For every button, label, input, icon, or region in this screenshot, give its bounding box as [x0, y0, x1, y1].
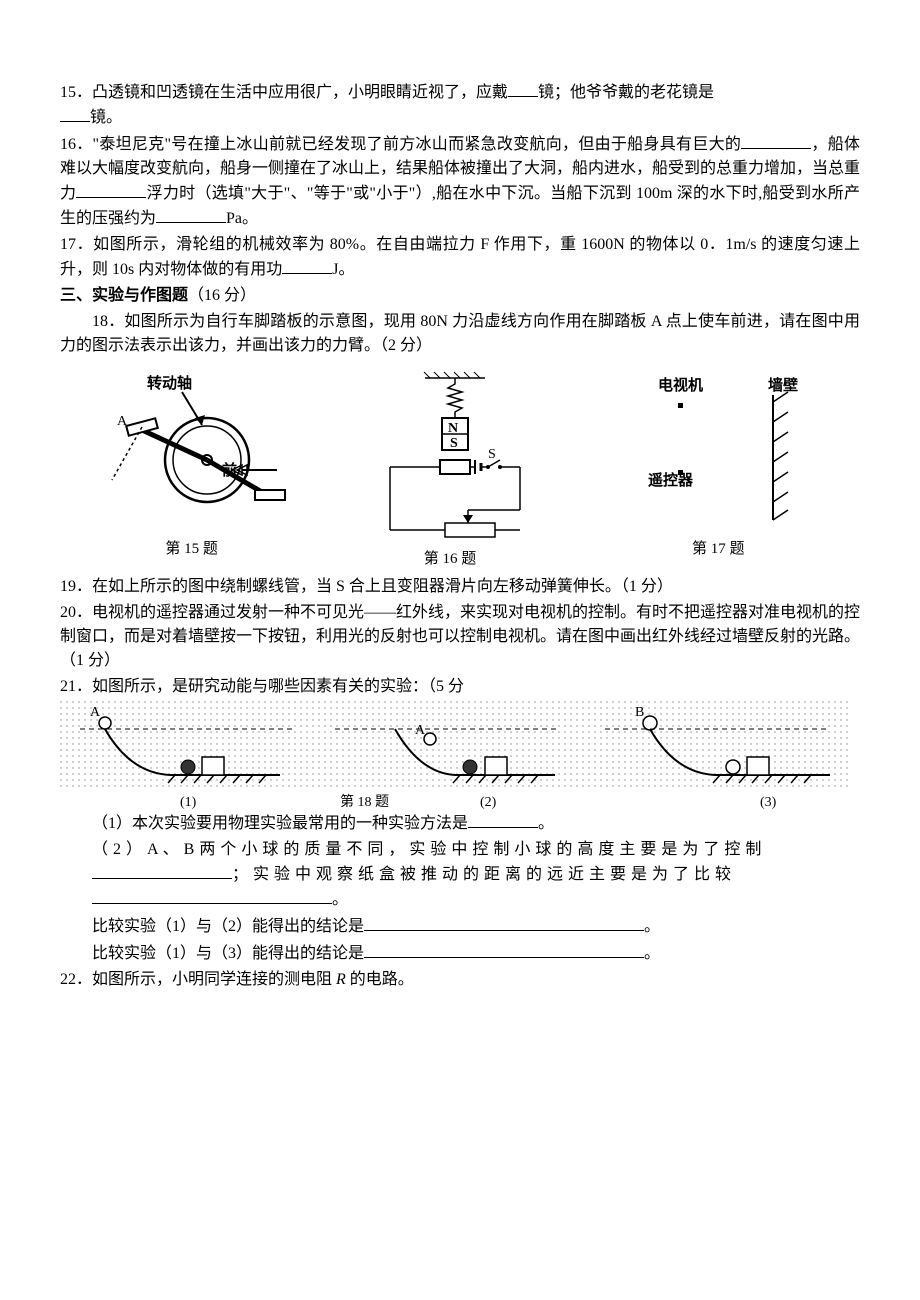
q20-text: 20．电视机的遥控器通过发射一种不可见光——红外线，来实现对电视机的控制。有时不…: [60, 604, 860, 669]
q21-p2c: 。: [332, 891, 349, 908]
q16: 16．"泰坦尼克"号在撞上冰山前就已经发现了前方冰山而紧急改变航向，但由于船身具…: [60, 132, 860, 231]
q17-text-a: 17．如图所示，滑轮组的机械效率为 80%。在自由端拉力 F 作用下，重 160…: [60, 236, 860, 278]
q21-p3-blank[interactable]: [364, 914, 644, 931]
q21-subs: （1）本次实验要用物理实验最常用的一种实验方法是。 （ 2 ） A 、 B 两 …: [60, 811, 860, 966]
q19-text: 19．在如上所示的图中绕制螺线管，当 S 合上且变阻器滑片向左移动弹簧伸长。（1…: [60, 578, 673, 595]
q21-p2-blank2[interactable]: [92, 887, 332, 904]
q21-p3-end: 。: [644, 918, 660, 935]
remote-label: 遥控器: [648, 471, 694, 489]
figures-row-1: 转动轴 A 前 第 15 题: [60, 370, 860, 571]
q17: 17．如图所示，滑轮组的机械效率为 80%。在自由端拉力 F 作用下，重 160…: [60, 233, 860, 282]
ramp-figures: A (1) A: [60, 701, 860, 811]
q21-intro: 21．如图所示，是研究动能与哪些因素有关的实验：（5 分: [60, 675, 860, 699]
q21-p3: 比较实验（1）与（2）能得出的结论是 。: [92, 914, 860, 939]
q15-blank-2[interactable]: [60, 105, 90, 122]
q22: 22．如图所示，小明同学连接的测电阻 R 的电路。: [60, 968, 860, 992]
q15-text-a: 15．凸透镜和凹透镜在生活中应用很广，小明眼睛近视了，应戴: [60, 84, 508, 101]
ramp1-A: A: [90, 705, 101, 720]
cap-17: 第 17 题: [692, 538, 745, 561]
q20: 20．电视机的遥控器通过发射一种不可见光——红外线，来实现对电视机的控制。有时不…: [60, 601, 860, 673]
section-3-title: 三、实验与作图题: [60, 287, 188, 304]
q21-p2-blank1[interactable]: [92, 862, 232, 879]
q17-blank-1[interactable]: [282, 257, 332, 274]
fig-tv: 电视机 墙壁 遥控器 第 17 题: [603, 370, 833, 561]
q16-text-d: Pa。: [226, 210, 258, 227]
section-3-points: （16 分）: [188, 287, 256, 304]
q21-p1-end: 。: [538, 815, 554, 832]
q21-p1-blank[interactable]: [468, 811, 538, 828]
q19: 19．在如上所示的图中绕制螺线管，当 S 合上且变阻器滑片向左移动弹簧伸长。（1…: [60, 575, 860, 599]
pedal-axis-label: 转动轴: [147, 374, 192, 392]
pedal-A-label: A: [117, 414, 128, 429]
pedal-svg: 转动轴 A 前: [87, 370, 297, 530]
cap-16: 第 16 题: [424, 548, 477, 571]
q15-text-b: 镜；他爷爷戴的老花镜是: [538, 84, 714, 101]
fig-pedal: 转动轴 A 前 第 15 题: [87, 370, 297, 561]
switch-S-label: S: [488, 447, 496, 462]
q21-p1: （1）本次实验要用物理实验最常用的一种实验方法是 。: [92, 811, 860, 836]
tv-svg: 电视机 墙壁 遥控器: [603, 370, 833, 530]
ramp1-cap: (1): [180, 795, 197, 810]
fig-circuit: N S S 第 16: [350, 370, 550, 571]
pedal-front-label: 前: [222, 461, 237, 479]
q21-intro-text: 21．如图所示，是研究动能与哪些因素有关的实验：（5 分: [60, 678, 464, 695]
ramp2-cap: (2): [480, 795, 497, 810]
ramp-svg: A (1) A: [60, 701, 850, 811]
q15-blank-1[interactable]: [508, 80, 538, 97]
cap-18: 第 18 题: [340, 793, 389, 810]
q21-p3-text: 比较实验（1）与（2）能得出的结论是: [92, 918, 364, 935]
tv-label: 电视机: [658, 376, 703, 394]
q22-text-b: 的电路。: [346, 971, 414, 988]
wall-label: 墙壁: [768, 376, 798, 394]
q16-text-a: 16．"泰坦尼克"号在撞上冰山前就已经发现了前方冰山而紧急改变航向，但由于船身具…: [60, 136, 741, 153]
q22-R: R: [336, 971, 346, 988]
q18: 18．如图所示为自行车脚踏板的示意图，现用 80N 力沿虚线方向作用在脚踏板 A…: [60, 310, 860, 358]
q15-text-c: 镜。: [90, 109, 122, 126]
section-3-header: 三、实验与作图题（16 分）: [60, 284, 860, 308]
q21-p4-text: 比较实验（1）与（3）能得出的结论是: [92, 945, 364, 962]
circuit-svg: N S S: [350, 370, 550, 540]
q16-blank-3[interactable]: [156, 206, 226, 223]
magnet-S: S: [450, 436, 458, 451]
q15: 15．凸透镜和凹透镜在生活中应用很广，小明眼睛近视了，应戴 镜；他爷爷戴的老花镜是…: [60, 80, 860, 130]
q21-p2a: （ 2 ） A 、 B 两 个 小 球 的 质 量 不 同 ， 实 验 中 控 …: [92, 841, 762, 858]
q21-p2b: ； 实 验 中 观 察 纸 盒 被 推 动 的 距 离 的 远 近 主 要 是 …: [232, 866, 732, 883]
q17-text-b: J。: [332, 261, 354, 278]
ramp3-cap: (3): [760, 795, 777, 810]
q16-blank-2[interactable]: [76, 181, 146, 198]
cap-15: 第 15 题: [165, 538, 218, 561]
ramp3-B: B: [635, 705, 644, 720]
q21-p1-text: （1）本次实验要用物理实验最常用的一种实验方法是: [92, 815, 468, 832]
q21-p2: （ 2 ） A 、 B 两 个 小 球 的 质 量 不 同 ， 实 验 中 控 …: [92, 838, 860, 912]
q21-p4-end: 。: [644, 945, 660, 962]
magnet-N: N: [448, 421, 458, 436]
q16-blank-1[interactable]: [741, 132, 811, 149]
q22-text-a: 22．如图所示，小明同学连接的测电阻: [60, 971, 336, 988]
q21-p4-blank[interactable]: [364, 941, 644, 958]
q21-p4: 比较实验（1）与（3）能得出的结论是 。: [92, 941, 860, 966]
q18-text: 18．如图所示为自行车脚踏板的示意图，现用 80N 力沿虚线方向作用在脚踏板 A…: [60, 313, 860, 354]
